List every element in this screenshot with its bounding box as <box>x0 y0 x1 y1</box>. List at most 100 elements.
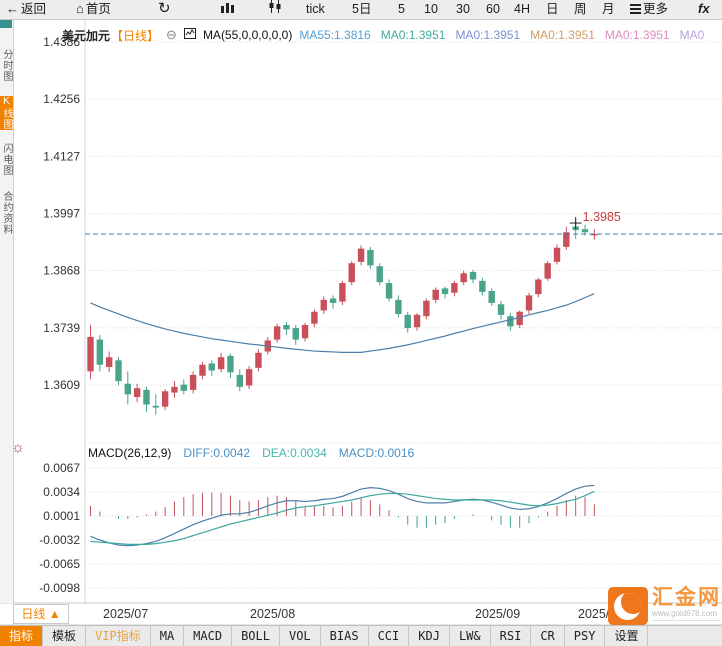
macd-y-axis-tick: 0.0067 <box>43 461 80 475</box>
toolbar-item-menu[interactable]: 更多 <box>630 0 668 18</box>
macd-formula-label: MACD(26,12,9) <box>88 446 172 460</box>
toolbar-item-bar-chart[interactable] <box>220 0 235 18</box>
dea-line <box>90 490 595 545</box>
y-axis-tick: 1.3868 <box>43 264 80 278</box>
tab-BIAS[interactable]: BIAS <box>321 626 369 646</box>
ma-formula-label: MA(55,0,0,0,0,0) <box>202 28 293 42</box>
toolbar-item-candlestick[interactable] <box>268 0 282 18</box>
macd-layer <box>90 484 595 547</box>
toolbar-item-60[interactable]: 60 <box>486 0 500 18</box>
tab-MA[interactable]: MA <box>151 626 185 646</box>
site-logo: 汇金网 www.gold678.com <box>608 587 721 625</box>
tab-KDJ[interactable]: KDJ <box>409 626 450 646</box>
gridlines: 1.4386 1.4256 1.4127 1.3997 1.3868 1.3739 1.36… <box>39 35 722 595</box>
toolbar-item-label: fx <box>698 1 710 16</box>
toolbar-item-周[interactable]: 周 <box>574 0 587 18</box>
tab-CR[interactable]: CR <box>531 626 565 646</box>
tab-模板[interactable]: 模板 <box>43 626 87 646</box>
toolbar-item-label: 10 <box>424 2 438 16</box>
toolbar-item-label: 返回 <box>21 2 47 16</box>
menu-icon <box>630 2 641 16</box>
tab-PSY[interactable]: PSY <box>565 626 606 646</box>
top-toolbar: ← 返回 ⌂ 首页 ↻ tick 5日 5 10 30 60 4H 日 周 月 更多 fx <box>0 0 722 20</box>
toolbar-item-label: tick <box>306 2 325 16</box>
tab-指标[interactable]: 指标 <box>0 626 44 646</box>
toolbar-item-label: 更多 <box>643 2 669 16</box>
logo-site-url: www.gold678.com <box>652 610 721 621</box>
sidebar-cap-decoration <box>0 19 12 28</box>
toolbar-item-5日[interactable]: 5日 <box>352 0 371 18</box>
chart-legend-header: 美元加元 【日线】 ⊖ MA(55,0,0,0,0,0) MA55:1.3816… <box>62 27 722 43</box>
y-axis-tick: 1.3997 <box>43 207 80 221</box>
y-axis-tick: 1.4386 <box>43 35 80 49</box>
macd-y-axis-tick: 0.0034 <box>43 485 80 499</box>
candlestick-icon <box>268 0 282 18</box>
tab-设置[interactable]: 设置 <box>605 626 649 646</box>
sidebar-item-kline-chart[interactable]: K线图 <box>0 96 13 130</box>
diff-value-label: DIFF:0.0042 <box>183 446 251 460</box>
toolbar-item-10[interactable]: 10 <box>424 0 438 18</box>
tab-VIP指标[interactable]: VIP指标 <box>86 626 151 646</box>
tab-RSI[interactable]: RSI <box>491 626 532 646</box>
toolbar-item-月[interactable]: 月 <box>602 0 615 18</box>
macd-value-label: MACD:0.0016 <box>338 446 415 460</box>
sidebar-item-contract-info[interactable]: 合约资料 <box>1 191 12 235</box>
tab-VOL[interactable]: VOL <box>280 626 321 646</box>
logo-site-name: 汇金网 <box>652 586 721 609</box>
tab-BOLL[interactable]: BOLL <box>232 626 280 646</box>
ma-value-label: MA0:1.3951 <box>455 28 521 42</box>
chart-type-sidebar: 分时图 K线图闪电图合约资料 <box>0 19 14 603</box>
candlestick-layer <box>87 219 598 415</box>
toolbar-item-4H[interactable]: 4H <box>514 0 530 18</box>
bar-chart-icon <box>220 0 235 18</box>
y-axis-tick: 1.3739 <box>43 321 80 335</box>
toolbar-item-label: 4H <box>514 2 530 16</box>
ma-value-label: MA55:1.3816 <box>299 28 371 42</box>
symbol-label: 美元加元 <box>62 28 111 43</box>
sidebar-item-time-chart[interactable]: 分时图 <box>1 49 12 82</box>
logo-moon-icon <box>608 587 648 625</box>
indicator-tabbar: 指标 模板 VIP指标 MA MACD BOLL VOL BIAS CCI KDJ LW& RSI CR… <box>0 625 722 646</box>
back-arrow-icon: ← <box>6 1 19 16</box>
macd-legend-header: MACD(26,12,9) DIFF:0.0042 DEA:0.0034 MAC… <box>88 446 414 461</box>
tab-LW&[interactable]: LW& <box>450 626 491 646</box>
x-axis-date-label: 2025/07 <box>103 607 148 621</box>
toolbar-item-label: 月 <box>602 2 615 16</box>
y-axis-tick: 1.4256 <box>43 92 80 106</box>
indicator-settings-icon[interactable]: ☼ <box>11 439 25 456</box>
toolbar-item-fx[interactable]: fx <box>698 0 710 18</box>
crosshair-marker: 1.3985 <box>569 210 621 230</box>
diff-line <box>90 484 595 547</box>
toolbar-item-label: 60 <box>486 2 500 16</box>
toolbar-item-label: 5日 <box>352 2 372 16</box>
ma55-line <box>90 293 595 353</box>
ma-value-label: MA0:1.3951 <box>604 28 670 42</box>
dea-value-label: DEA:0.0034 <box>262 446 327 460</box>
toolbar-item-30[interactable]: 30 <box>456 0 470 18</box>
toolbar-item-tick[interactable]: tick <box>306 0 325 18</box>
x-axis-date-label: 2025/09 <box>475 607 520 621</box>
tab-CCI[interactable]: CCI <box>369 626 410 646</box>
home-icon: ⌂ <box>76 1 84 16</box>
collapse-panel-icon[interactable]: ⊖ <box>166 27 177 42</box>
ma-values-list: MA55:1.3816 MA0:1.3951 MA0:1.3951 MA0:1.395… <box>299 28 704 42</box>
toolbar-item-label: 周 <box>574 2 587 16</box>
sidebar-item-lightning-chart[interactable]: 闪电图 <box>1 143 12 176</box>
toolbar-item-label: 5 <box>398 2 405 16</box>
macd-y-axis-tick: -0.0098 <box>39 581 80 595</box>
macd-y-axis-tick: -0.0065 <box>39 557 80 571</box>
toolbar-item-5[interactable]: 5 <box>398 0 405 18</box>
ma-value-label: MA0 <box>679 28 705 42</box>
toolbar-item-label: 30 <box>456 2 470 16</box>
toolbar-item-label: 日 <box>546 2 559 16</box>
toolbar-item-back-arrow[interactable]: ← 返回 <box>6 0 46 18</box>
macd-y-axis-tick: 0.0001 <box>43 509 80 523</box>
toolbar-item-refresh[interactable]: ↻ <box>158 0 171 18</box>
period-selector-dropdown[interactable]: 日线 ▲ <box>13 604 69 624</box>
tab-MACD[interactable]: MACD <box>184 626 233 646</box>
toolbar-item-日[interactable]: 日 <box>546 0 559 18</box>
refresh-icon: ↻ <box>158 0 171 17</box>
toolbar-item-home[interactable]: ⌂ 首页 <box>76 0 111 18</box>
